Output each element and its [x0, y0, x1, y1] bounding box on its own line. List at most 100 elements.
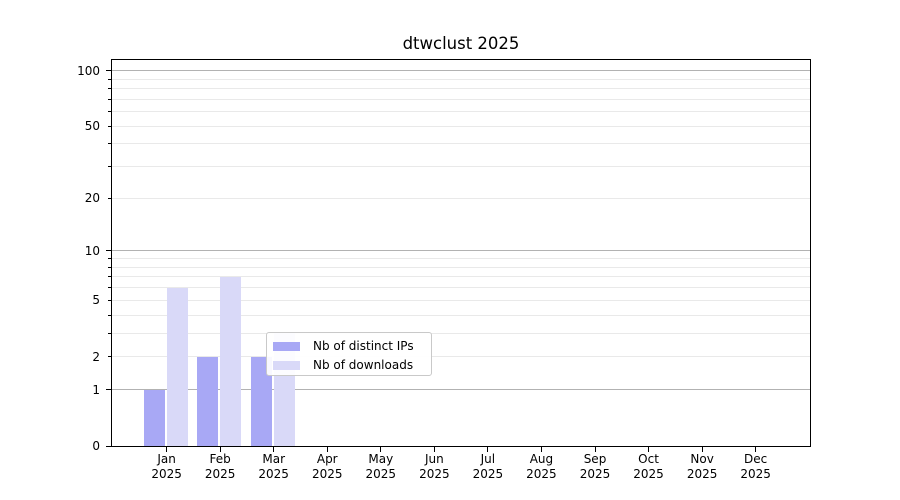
gridline-minor: [112, 314, 810, 316]
y-tick-major: [106, 250, 112, 252]
x-tick-label-year: 2025: [311, 467, 343, 481]
y-tick-minor: [108, 356, 112, 358]
x-tick-label-month: Jul: [480, 452, 496, 466]
gridline-minor: [112, 287, 810, 289]
legend-row-distinct-ips: Nb of distinct IPs: [273, 337, 431, 356]
gridline-minor: [112, 143, 810, 145]
bar-distinct-ips: [143, 389, 165, 446]
y-tick-minor: [108, 258, 112, 260]
x-tick-label-month: Jan: [157, 452, 176, 466]
bar-downloads: [166, 287, 188, 446]
bar-distinct-ips: [251, 356, 272, 446]
gridline-minor: [112, 166, 810, 168]
x-tick-label: Sep 2025: [555, 452, 635, 482]
x-tick-label: Jan 2025: [127, 452, 207, 482]
x-tick-label-year: 2025: [472, 467, 504, 481]
x-tick: [433, 446, 435, 452]
x-tick-label: Oct 2025: [609, 452, 689, 482]
x-tick-label-month: May: [368, 452, 394, 466]
plot-area: 0 1 2 5 10 20 50 100 Jan 2025 Feb 2025 Mar 2025 Apr 202…: [77, 59, 811, 481]
gridline-minor: [112, 98, 810, 100]
y-tick-major: [106, 389, 112, 391]
y-tick-minor: [108, 88, 112, 89]
x-tick-label: Jun 2025: [394, 452, 474, 482]
y-tick-major: [106, 445, 112, 447]
y-tick-label: 100: [77, 63, 100, 78]
y-tick-label: 5: [92, 293, 100, 308]
x-tick: [219, 446, 221, 452]
gridline-minor: [112, 88, 810, 89]
x-tick: [648, 446, 650, 452]
gridline-minor: [112, 266, 810, 268]
x-tick: [380, 446, 382, 452]
y-tick-minor: [108, 98, 112, 100]
y-tick-label: 2: [92, 349, 100, 364]
y-tick-minor: [108, 125, 112, 127]
x-tick-label-month: Sep: [583, 452, 607, 466]
bar-distinct-ips: [197, 356, 219, 446]
x-tick: [326, 446, 328, 452]
x-tick-label-year: 2025: [526, 467, 557, 481]
gridline-minor: [112, 332, 810, 334]
y-tick-minor: [108, 276, 112, 278]
legend: Nb of distinct IPs Nb of downloads: [266, 332, 432, 376]
y-tick-minor: [108, 266, 112, 268]
legend-swatch-distinct-ips: [273, 342, 300, 351]
x-tick: [755, 446, 757, 452]
legend-label-distinct-ips: Nb of distinct IPs: [313, 339, 414, 353]
y-tick-minor: [108, 166, 112, 168]
x-tick-label-year: 2025: [151, 467, 182, 481]
x-tick: [701, 446, 703, 452]
y-tick-label: 10: [84, 243, 100, 258]
y-tick-minor: [108, 332, 112, 334]
y-tick-label: 1: [92, 382, 100, 397]
x-tick-label-month: Aug: [529, 452, 554, 466]
gridline-minor: [112, 111, 810, 113]
x-tick-label-month: Apr: [316, 452, 338, 466]
x-tick: [166, 446, 168, 452]
x-tick-label: Aug 2025: [501, 452, 581, 482]
y-tick-minor: [108, 287, 112, 289]
x-tick-label-month: Feb: [209, 452, 231, 466]
x-tick-label-year: 2025: [633, 467, 664, 481]
x-tick-label-month: Mar: [262, 452, 285, 466]
x-tick-label-month: Oct: [638, 452, 659, 466]
x-tick-label-year: 2025: [740, 467, 771, 481]
x-tick-label-month: Dec: [744, 452, 768, 466]
x-tick: [273, 446, 275, 452]
y-tick-minor: [108, 314, 112, 316]
gridline-major: [112, 70, 810, 72]
legend-swatch-downloads: [273, 361, 300, 370]
legend-row-downloads: Nb of downloads: [273, 356, 431, 375]
x-tick-label-year: 2025: [258, 467, 289, 481]
x-tick: [594, 446, 596, 452]
gridline-major: [112, 250, 810, 252]
y-tick-minor: [108, 143, 112, 145]
x-tick: [540, 446, 542, 452]
x-tick-label-year: 2025: [365, 467, 397, 481]
chart-title: dtwclust 2025: [402, 34, 520, 53]
x-tick-label: Apr 2025: [287, 452, 367, 482]
x-tick-label-year: 2025: [579, 467, 611, 481]
bar-downloads: [220, 276, 242, 446]
x-tick-label: Feb 2025: [180, 452, 260, 482]
gridline-minor: [112, 197, 810, 199]
y-tick-label: 0: [92, 439, 100, 453]
gridline-minor: [112, 276, 810, 278]
x-tick-label-year: 2025: [204, 467, 236, 481]
y-tick-major: [106, 70, 112, 72]
gridline-minor: [112, 356, 810, 358]
y-tick-label: 20: [84, 191, 100, 206]
x-tick-label-year: 2025: [686, 467, 718, 481]
x-tick-label-month: Jun: [424, 452, 444, 466]
x-tick-label: Mar 2025: [234, 452, 314, 482]
x-tick-label: Nov 2025: [662, 452, 742, 482]
y-tick-minor: [108, 111, 112, 113]
x-tick-label: May 2025: [341, 452, 421, 482]
gridline-minor: [112, 299, 810, 301]
y-tick-minor: [108, 78, 112, 80]
x-tick-label-month: Nov: [690, 452, 714, 466]
x-tick: [487, 446, 489, 452]
y-tick-minor: [108, 299, 112, 301]
